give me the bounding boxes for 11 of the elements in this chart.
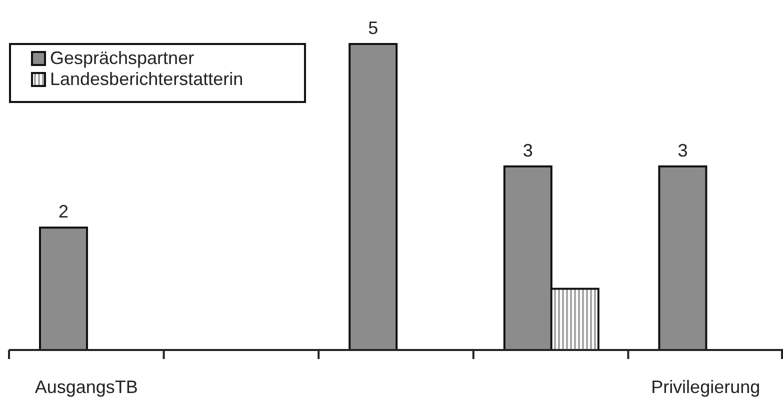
data-label: 3 xyxy=(678,140,688,160)
bar xyxy=(348,43,398,351)
legend-label: Gesprächspartner xyxy=(50,48,194,68)
data-label: 5 xyxy=(368,18,378,38)
data-label: 3 xyxy=(522,140,533,160)
legend-label: Landesberichterstatterin xyxy=(50,69,244,89)
bar xyxy=(658,165,708,351)
bar xyxy=(39,226,88,351)
x-tick-label: Privilegierung xyxy=(651,377,760,397)
data-label: 2 xyxy=(58,202,69,222)
x-tick-label: AusgangsTB xyxy=(34,377,138,397)
